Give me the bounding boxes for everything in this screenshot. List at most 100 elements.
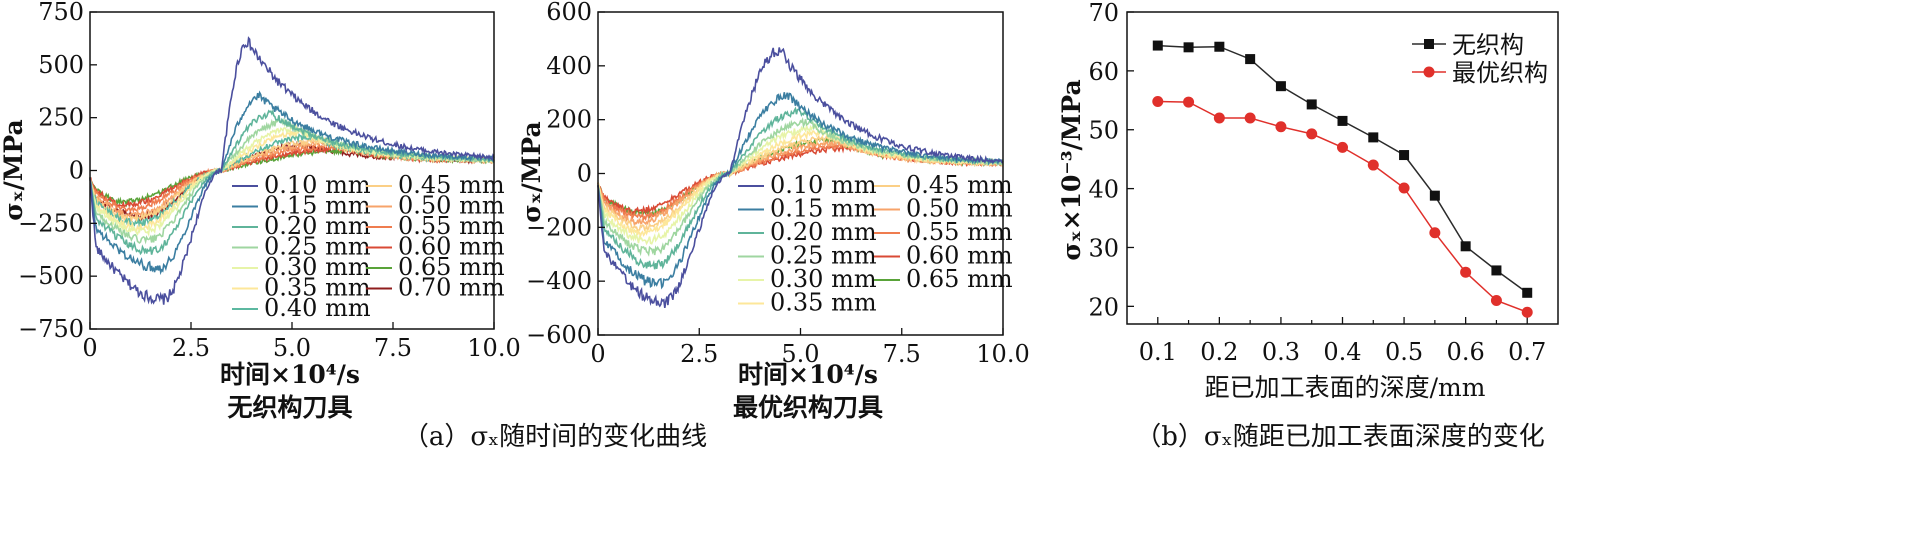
x-tick-label: 0.2 (1200, 338, 1238, 366)
data-point (1490, 294, 1502, 306)
data-point (1244, 112, 1256, 124)
data-point (1337, 141, 1348, 153)
legend-label: 0.70 mm (398, 274, 505, 302)
legend-label: 0.25 mm (770, 242, 877, 270)
x-tick-label: 0.5 (1385, 338, 1423, 366)
panel-no-texture: 750 500 250 0 −250 −500 −750 0 2.5 5.0 7.5 10.0 0.… (0, 0, 521, 422)
y-tick-label: −200 (526, 213, 592, 241)
data-point (1521, 306, 1533, 318)
data-point (1306, 99, 1317, 110)
legend-label: 0.45 mm (398, 171, 505, 199)
y-tick-label: 250 (38, 104, 84, 132)
legend-label: 0.45 mm (906, 171, 1013, 199)
y-tick-label: 500 (38, 51, 84, 79)
data-point (1368, 132, 1379, 143)
data-point (1245, 54, 1256, 65)
x-tick-label: 5.0 (781, 340, 819, 368)
x-tick-label: 10.0 (467, 334, 520, 362)
x-tick-label: 0.4 (1323, 338, 1361, 366)
data-point (1367, 159, 1379, 171)
data-point (1213, 112, 1225, 124)
legend-label: 0.65 mm (398, 253, 505, 281)
data-point (1460, 241, 1471, 252)
y-tick-label: 30 (1088, 234, 1119, 262)
data-point (1275, 121, 1287, 133)
legend-label: 0.30 mm (264, 253, 371, 281)
y-tick-label: −600 (526, 321, 592, 349)
p0-x-axis-label: 时间×10⁴/s (220, 360, 360, 389)
caption-b: （b）σₓ随距已加工表面深度的变化 (1135, 422, 1544, 452)
legend-label: 0.20 mm (770, 218, 877, 246)
p2-y-ticks: 70 60 50 40 30 20 (1088, 0, 1134, 321)
series-line-0.25mm (597, 116, 1004, 257)
legend-label: 0.20 mm (264, 212, 371, 240)
p2-x-axis-label: 距已加工表面的深度/mm (1205, 373, 1486, 402)
p1-x-axis-label: 时间×10⁴/s (738, 360, 878, 389)
data-point (1429, 227, 1441, 239)
legend-label: 0.50 mm (906, 195, 1013, 223)
data-point (1398, 182, 1410, 194)
y-tick-label: −250 (18, 209, 84, 237)
legend-label: 0.10 mm (770, 171, 877, 199)
y-tick-label: −750 (18, 315, 84, 343)
x-tick-label: 0 (590, 340, 605, 368)
series-line-0.10mm (597, 47, 1003, 309)
data-point (1214, 41, 1225, 52)
legend-label: 0.15 mm (264, 192, 371, 220)
legend-marker (1423, 66, 1435, 78)
y-tick-label: −500 (18, 262, 84, 290)
p1-x-ticks: 0 2.5 5.0 7.5 10.0 (590, 328, 1030, 368)
p1-curves (597, 47, 1004, 309)
legend-label: 0.25 mm (264, 233, 371, 261)
legend-label: 最优织构 (1452, 59, 1548, 87)
legend-label: 无织构 (1452, 31, 1524, 59)
data-point (1306, 128, 1318, 140)
x-tick-label: 7.5 (883, 340, 921, 368)
data-point (1460, 266, 1472, 278)
p1-subtitle: 最优织构刀具 (733, 393, 883, 422)
legend-label: 0.15 mm (770, 195, 877, 223)
data-point (1152, 95, 1164, 107)
legend-marker (1424, 39, 1434, 49)
legend-label: 0.10 mm (264, 171, 371, 199)
data-point (1183, 42, 1194, 53)
p2-x-ticks: 0.1 0.2 0.3 0.4 0.5 0.6 0.7 (1139, 317, 1546, 366)
y-tick-label: 0 (577, 160, 592, 188)
y-tick-label: 400 (546, 52, 592, 80)
legend-label: 0.55 mm (906, 218, 1013, 246)
p0-curves (89, 36, 495, 305)
legend-label: 0.55 mm (398, 212, 505, 240)
x-tick-label: 0.1 (1139, 338, 1177, 366)
series-line-0.10mm (89, 36, 495, 305)
y-tick-label: −400 (526, 267, 592, 295)
y-tick-label: 40 (1088, 176, 1119, 204)
p0-legend: 0.10 mm0.15 mm0.20 mm0.25 mm0.30 mm0.35 … (232, 171, 505, 322)
y-tick-label: 750 (38, 0, 84, 26)
y-tick-label: 20 (1088, 293, 1119, 321)
y-tick-label: 600 (546, 0, 592, 26)
x-tick-label: 0.7 (1508, 338, 1546, 366)
p0-y-ticks: 750 500 250 0 −250 −500 −750 (18, 0, 97, 343)
data-point (1522, 287, 1533, 298)
y-tick-label: 50 (1088, 117, 1119, 145)
p0-x-ticks: 0 2.5 5.0 7.5 10.0 (82, 322, 521, 362)
series-line-0.20mm (597, 106, 1004, 270)
legend-label: 0.30 mm (770, 265, 877, 293)
y-tick-label: 70 (1088, 0, 1119, 27)
legend-label: 0.65 mm (906, 265, 1013, 293)
p1-legend: 0.10 mm0.15 mm0.20 mm0.25 mm0.30 mm0.35 … (738, 171, 1013, 317)
series-line-0.15mm (89, 90, 495, 276)
data-point (1152, 40, 1163, 51)
p2-y-axis-label: σₓ×10⁻³/MPa (1057, 79, 1086, 260)
panel-optimal-texture: 600 400 200 0 −200 −400 −600 0 2.5 5.0 7.5 10.0 0.… (517, 0, 1030, 422)
p1-y-axis-label: σₓ/MPa (517, 121, 546, 222)
data-point (1491, 265, 1502, 276)
legend-label: 0.35 mm (770, 289, 877, 317)
legend-label: 0.50 mm (398, 192, 505, 220)
x-tick-label: 5.0 (273, 334, 311, 362)
p1-y-ticks: 600 400 200 0 −200 −400 −600 (526, 0, 605, 349)
y-tick-label: 200 (546, 106, 592, 134)
p2-lines (1152, 40, 1533, 318)
